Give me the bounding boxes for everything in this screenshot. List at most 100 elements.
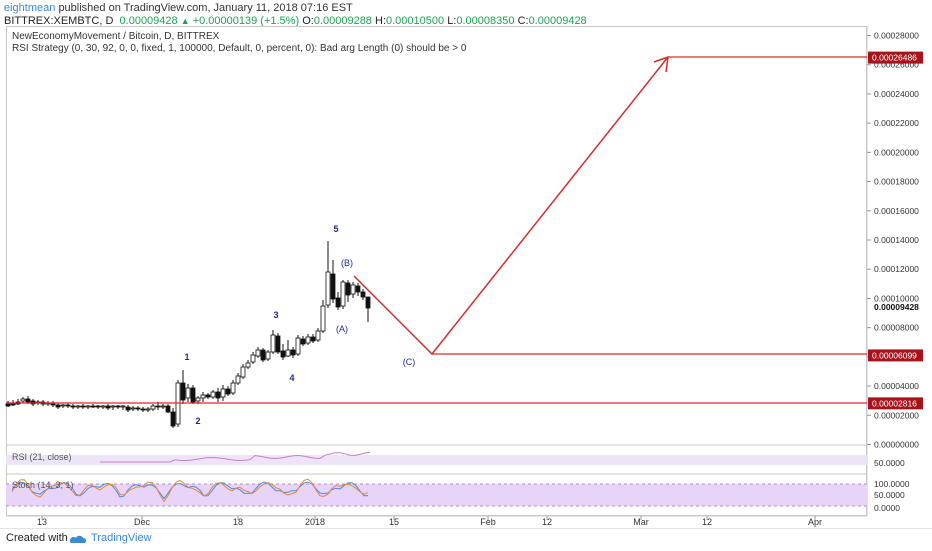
stoch-tick-label: 50.0000	[874, 490, 905, 500]
candle-body	[220, 388, 226, 398]
price-tick-label: 0.00010000	[874, 293, 919, 303]
price-tick-label: 0.00020000	[874, 147, 919, 157]
candle-body	[20, 398, 26, 402]
wave-label: (C)	[403, 357, 416, 367]
candle-body	[320, 305, 326, 332]
rsi-band	[6, 455, 867, 465]
candle-body	[255, 349, 261, 357]
candle-body	[350, 284, 356, 295]
time-tick-label: 18	[233, 517, 243, 527]
last-price: 0.00009428	[119, 15, 178, 27]
rsi-label[interactable]: RSI (21, close)	[12, 452, 72, 462]
rsi-tick-label: 50.0000	[874, 458, 905, 468]
price-tick-label: 0.00028000	[874, 31, 919, 41]
wave-label: (A)	[336, 324, 348, 334]
candle-body	[310, 336, 316, 342]
candle-body	[285, 349, 291, 357]
candle-body	[295, 337, 301, 355]
time-tick-label: Feb	[480, 517, 496, 527]
candle-body	[205, 394, 211, 398]
candle-body	[335, 297, 341, 308]
price-tick-label: 0.00004000	[874, 381, 919, 391]
candle-body	[250, 354, 256, 363]
time-tick-label: 13	[37, 517, 47, 527]
close-value: 0.00009428	[528, 15, 587, 27]
candle-body	[65, 404, 71, 407]
candle-body	[360, 291, 366, 298]
stoch-tick-label: 0.0000	[874, 503, 900, 513]
price-tick-label: 0.00022000	[874, 118, 919, 128]
price-badge	[868, 397, 923, 410]
wave-label: 2	[195, 416, 200, 426]
candle-body	[180, 382, 186, 401]
candle-body	[235, 375, 241, 384]
tradingview-link[interactable]: TradingView	[91, 532, 152, 544]
projection-path[interactable]	[353, 56, 669, 356]
candle-body	[145, 408, 151, 411]
candle-body	[260, 349, 266, 361]
candle-body	[70, 405, 76, 408]
wave-label: (B)	[341, 258, 353, 268]
publish-info: eightmean published on TradingView.com, …	[4, 1, 353, 15]
candlestick-series[interactable]	[5, 241, 371, 428]
arrow-head-icon	[653, 55, 669, 73]
author-link[interactable]: eightmean	[4, 2, 56, 14]
price-tick-label: 0.00012000	[874, 264, 919, 274]
open-value: 0.00009288	[313, 15, 372, 27]
candle-body	[200, 394, 206, 399]
price-tick-label: 0.00018000	[874, 177, 919, 187]
candle-body	[5, 403, 11, 407]
time-tick-label: 12	[542, 517, 552, 527]
candle-body	[110, 405, 116, 408]
open-label: O:	[302, 15, 314, 27]
time-tick-label: 2018	[305, 517, 325, 527]
candle-body	[55, 404, 61, 408]
candle-body	[300, 338, 306, 345]
candle-body	[340, 281, 346, 307]
candle-body	[135, 407, 141, 410]
stoch-label[interactable]: Stoch (14, 3, 1)	[12, 480, 74, 490]
price-badge-text: 0.00026486	[872, 53, 917, 63]
price-tick-label: 0.00002000	[874, 410, 919, 420]
candle-body	[185, 387, 191, 399]
candle-body	[290, 349, 296, 356]
time-tick-label: 12	[702, 517, 712, 527]
time-axis[interactable]: 13 Dec 18 2018 15 Feb 12 Mar 12 Apr	[37, 516, 822, 527]
candle-body	[305, 336, 311, 344]
candle-body	[215, 391, 221, 399]
time-tick-label: Apr	[808, 517, 822, 527]
candle-body	[120, 405, 126, 408]
candle-body	[165, 405, 171, 413]
rsi-line	[100, 452, 371, 463]
candle-body	[345, 282, 351, 296]
candle-body	[280, 350, 286, 358]
candle-body	[140, 408, 146, 411]
price-badge-text: 0.00002816	[872, 398, 917, 408]
chart-canvas[interactable]: 0.00028000 0.00026000 0.00024000 0.00022000…	[0, 0, 932, 528]
stoch-tick-label: 100.0000	[874, 479, 910, 489]
price-axis[interactable]: 0.00028000 0.00026000 0.00024000 0.00022000…	[867, 31, 919, 450]
time-tick-label: Dec	[134, 517, 151, 527]
price-tick-label: 0.00008000	[874, 323, 919, 333]
candle-body	[105, 405, 111, 409]
candle-body	[245, 362, 251, 368]
price-badge-text: 0.00006099	[872, 350, 917, 360]
close-label: C:	[517, 15, 529, 27]
candle-body	[315, 330, 321, 341]
wave-label: 4	[289, 373, 294, 383]
candle-body	[275, 335, 281, 353]
candle-body	[100, 405, 106, 408]
wave-label: 1	[184, 352, 189, 362]
tradingview-logo-icon[interactable]	[68, 533, 88, 545]
candle-body	[25, 398, 31, 403]
candle-body	[355, 285, 361, 293]
low-label: L:	[447, 15, 457, 27]
stoch-d-line	[11, 478, 369, 503]
high-value: 0.00010500	[386, 15, 445, 27]
candle-body	[190, 387, 196, 403]
candle-body	[155, 405, 161, 408]
strategy-legend[interactable]: RSI Strategy (0, 30, 92, 0, 0, fixed, 1,…	[12, 43, 467, 54]
stoch-band	[6, 484, 867, 506]
candle-body	[365, 296, 371, 309]
candle-body	[325, 271, 331, 306]
